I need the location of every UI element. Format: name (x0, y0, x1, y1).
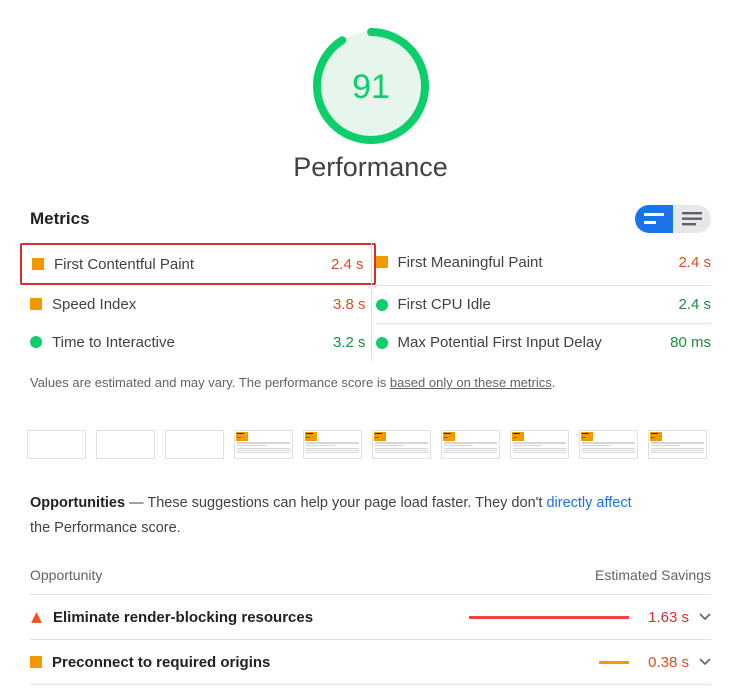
svg-text:91: 91 (352, 68, 390, 106)
